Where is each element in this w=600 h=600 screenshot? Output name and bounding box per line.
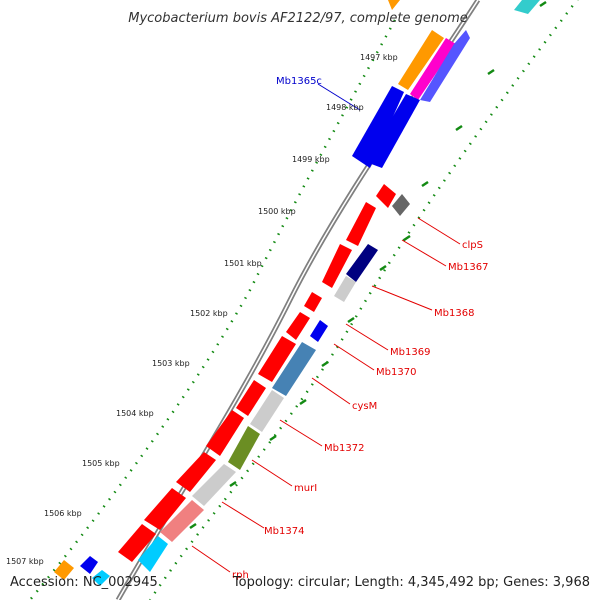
- callout-lines: [191, 83, 461, 573]
- tick-label: 1501 kbp: [224, 259, 262, 268]
- gene-label-clps[interactable]: clpS: [462, 240, 483, 251]
- gene-labels: Mb1365c clpS Mb1367 Mb1368 Mb1369 Mb1370…: [232, 76, 488, 581]
- reverse-strand-genes: [352, 0, 540, 168]
- gene-label-rph[interactable]: rph: [232, 570, 249, 581]
- gene-label-mb1367[interactable]: Mb1367: [448, 262, 488, 273]
- gene-label-cysm[interactable]: cysM: [352, 401, 377, 412]
- gene-label-mb1368[interactable]: Mb1368: [434, 308, 474, 319]
- tick-label: 1506 kbp: [44, 509, 82, 518]
- tick-label: 1498 kbp: [326, 103, 364, 112]
- accession-label: Accession: NC_002945: [10, 575, 158, 590]
- gene-label-mb1370[interactable]: Mb1370: [376, 367, 416, 378]
- gene-label-mb1365c[interactable]: Mb1365c: [276, 76, 322, 87]
- tick-label: 1497 kbp: [360, 53, 398, 62]
- map-title: Mycobacterium bovis AF2122/97, complete …: [128, 11, 467, 26]
- inner-tick-ring: [29, 19, 397, 600]
- tick-label: 1505 kbp: [82, 459, 120, 468]
- tick-label: 1499 kbp: [292, 155, 330, 164]
- gene-label-mb1374[interactable]: Mb1374: [264, 526, 304, 537]
- tick-label: 1502 kbp: [190, 309, 228, 318]
- gene-label-mb1369[interactable]: Mb1369: [390, 347, 430, 358]
- tick-dashes: [189, 0, 547, 530]
- gene-label-muri[interactable]: murI: [294, 483, 317, 494]
- tick-label: 1500 kbp: [258, 207, 296, 216]
- summary-label: Topology: circular; Length: 4,345,492 bp…: [232, 575, 590, 590]
- gene-label-mb1372[interactable]: Mb1372: [324, 443, 364, 454]
- tick-label: 1507 kbp: [6, 557, 44, 566]
- tick-labels: 1497 kbp 1498 kbp 1499 kbp 1500 kbp 1501…: [6, 53, 398, 566]
- outer-tick-ring: [148, 0, 579, 600]
- forward-strand-genes-colored: [54, 194, 410, 586]
- tick-label: 1503 kbp: [152, 359, 190, 368]
- tick-label: 1504 kbp: [116, 409, 154, 418]
- forward-strand-genes: [118, 184, 396, 562]
